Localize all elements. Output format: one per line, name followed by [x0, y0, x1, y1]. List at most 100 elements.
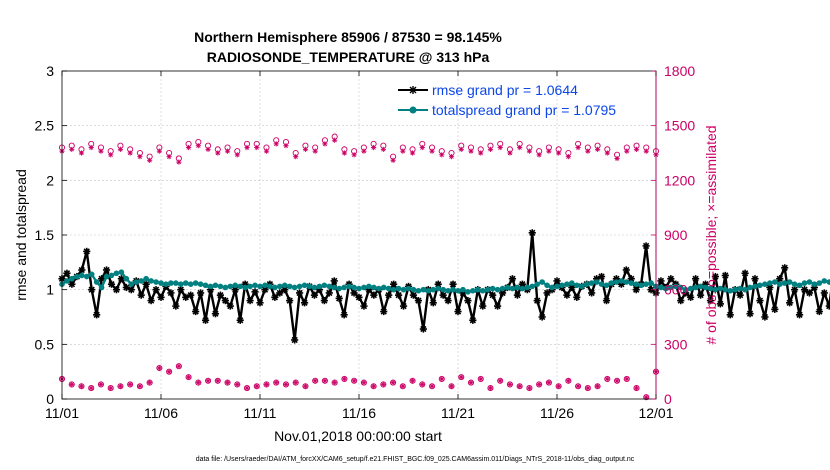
- totalspread-point: [341, 284, 347, 291]
- totalspread-point: [232, 282, 239, 289]
- obs_assimilated_low-point: [487, 385, 494, 391]
- rmse-point: [221, 297, 229, 305]
- totalspread-point: [103, 273, 110, 280]
- obs_assimilated-point: [263, 148, 270, 154]
- totalspread-point: [286, 283, 293, 290]
- rmse-point: [776, 275, 784, 283]
- obs_assimilated_low-point: [429, 383, 435, 389]
- totalspread-point: [207, 283, 214, 290]
- totalspread-point: [291, 284, 298, 291]
- obs_assimilated-point: [409, 150, 416, 156]
- totalspread-point: [475, 286, 481, 293]
- totalspread-point: [479, 287, 486, 294]
- totalspread-point: [202, 282, 209, 289]
- totalspread-point: [133, 279, 140, 285]
- obs_assimilated-point: [624, 148, 630, 154]
- totalspread-point: [425, 287, 432, 294]
- rmse-point: [112, 286, 121, 294]
- totalspread-point: [163, 281, 169, 288]
- totalspread-point: [677, 284, 684, 291]
- rmse-point: [791, 286, 799, 294]
- obs_assimilated-point: [458, 146, 464, 152]
- totalspread-point: [123, 275, 130, 282]
- totalspread-point: [717, 285, 724, 292]
- totalspread-point: [242, 284, 248, 291]
- obs_assimilated-point: [185, 144, 192, 151]
- obs_assimilated_low-point: [205, 378, 211, 384]
- obs_assimilated_low-point: [536, 381, 542, 388]
- x-axis-label: Nov.01,2018 00:00:00 start: [274, 428, 442, 444]
- obs_assimilated_low-point: [507, 381, 513, 388]
- totalspread-point: [336, 285, 343, 292]
- y2-tick-label: 1500: [664, 118, 695, 134]
- rmse-point: [291, 336, 299, 344]
- totalspread-point: [801, 280, 808, 286]
- rmse-point: [751, 275, 759, 283]
- obs_assimilated_low-point: [594, 383, 601, 389]
- totalspread-point: [410, 286, 417, 293]
- totalspread-point: [118, 269, 125, 275]
- rmse-point: [399, 302, 408, 310]
- totalspread-point: [415, 287, 422, 294]
- rmse-point: [201, 316, 210, 324]
- obs_assimilated-point: [98, 148, 104, 154]
- totalspread-point: [544, 282, 550, 289]
- rmse-point: [771, 305, 779, 313]
- obs_assimilated-point: [137, 154, 143, 160]
- totalspread-point: [821, 278, 828, 284]
- obs_assimilated-point: [400, 148, 406, 154]
- rmse-point: [706, 297, 715, 305]
- obs_assimilated_low-point: [147, 380, 153, 386]
- rmse-point: [177, 286, 185, 294]
- totalspread-point: [108, 272, 115, 279]
- rmse-point: [800, 286, 809, 294]
- rmse-point: [439, 291, 447, 299]
- data-layer: [58, 133, 830, 401]
- rmse-point: [419, 325, 427, 333]
- rmse-point: [622, 266, 630, 274]
- obs_assimilated_low-point: [497, 378, 503, 384]
- y-tick-label: 3: [46, 63, 54, 79]
- totalspread-point: [762, 281, 768, 288]
- totalspread-point: [470, 287, 476, 294]
- obs_assimilated-point: [478, 150, 484, 156]
- totalspread-point: [158, 280, 164, 286]
- obs_assimilated_low-point: [78, 383, 85, 389]
- rmse-point: [687, 293, 695, 301]
- rmse-point: [627, 275, 635, 283]
- totalspread-point: [277, 283, 283, 290]
- totalspread-point: [583, 281, 590, 288]
- totalspread-point: [88, 271, 95, 278]
- totalspread-point: [569, 280, 575, 286]
- obs_assimilated-point: [556, 150, 562, 156]
- obs_assimilated-point: [117, 146, 124, 152]
- rmse-point: [489, 291, 497, 299]
- totalspread-point: [673, 283, 679, 290]
- totalspread-point: [281, 282, 288, 289]
- rmse-point: [142, 280, 150, 288]
- rmse-point: [414, 297, 422, 305]
- obs_assimilated_low-point: [604, 376, 610, 382]
- rmse-point: [494, 302, 502, 310]
- rmse-point: [325, 289, 333, 297]
- y-tick-label: 0.5: [35, 336, 55, 352]
- obs_assimilated-point: [215, 150, 221, 156]
- obs_assimilated_low-point: [185, 374, 192, 380]
- rmse-point: [380, 307, 388, 316]
- totalspread-point: [806, 279, 813, 285]
- obs_assimilated-point: [69, 146, 75, 152]
- rmse-point: [370, 291, 378, 299]
- totalspread-point: [311, 284, 318, 291]
- totalspread-point: [326, 283, 333, 290]
- legend-rmse-label: rmse grand pr = 1.0644: [432, 82, 578, 98]
- rmse-point: [355, 293, 363, 301]
- obs_assimilated_low-point: [302, 383, 309, 389]
- totalspread-point: [781, 280, 788, 286]
- obs_assimilated-point: [643, 148, 649, 154]
- totalspread-point: [143, 275, 149, 282]
- rmse-point: [98, 275, 106, 283]
- totalspread-point: [351, 284, 357, 291]
- rmse-point: [454, 307, 462, 316]
- rmse-point: [805, 289, 814, 297]
- obs_assimilated_low-point: [332, 380, 338, 386]
